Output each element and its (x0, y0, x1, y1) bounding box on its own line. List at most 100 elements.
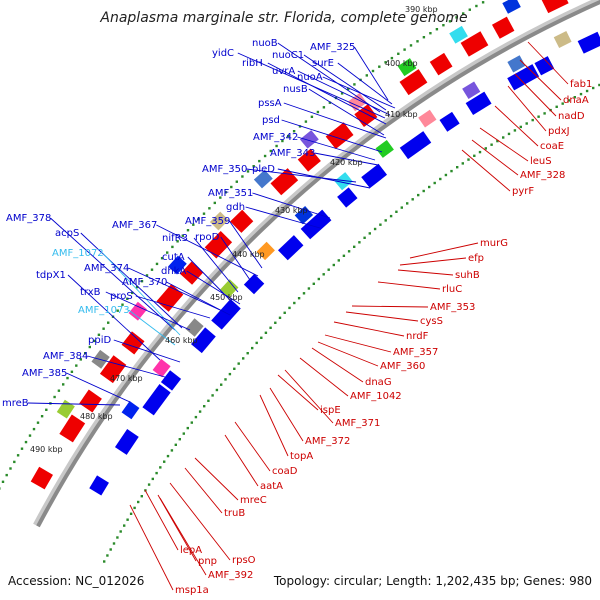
inner-tick-dot (400, 206, 403, 209)
outer-tick-dot (292, 130, 296, 133)
forward-gene-arrow (211, 298, 241, 330)
inner-tick-dot (484, 147, 487, 150)
forward-leader-line (166, 281, 231, 316)
inner-tick-dot (384, 219, 387, 222)
reverse-gene-arrow (325, 122, 354, 149)
forward-gene-arrow (361, 163, 388, 189)
forward-leader-line (135, 295, 211, 319)
forward-gene-label: cutA (162, 252, 185, 263)
inner-tick-dot (585, 89, 589, 93)
reverse-leader-line (311, 347, 364, 383)
reverse-gene-box (502, 0, 521, 14)
backbone-line (36, 0, 600, 528)
inner-tick-dot (174, 443, 177, 446)
outer-tick-dot (316, 110, 320, 114)
inner-tick-dot (112, 542, 116, 545)
reverse-gene-box (168, 255, 187, 275)
inner-tick-dot (358, 241, 361, 244)
outer-tick-dot (36, 421, 40, 424)
reverse-gene-arrow (399, 69, 428, 96)
reverse-gene-arrow (204, 230, 233, 259)
inner-tick-dot (207, 399, 210, 402)
outer-tick-dot (213, 201, 216, 205)
outer-tick-dot (0, 487, 1, 490)
forward-gene-label: AMF_359 (185, 216, 230, 227)
inner-tick-dot (116, 536, 119, 539)
outer-tick-dot (448, 20, 452, 23)
inner-tick-dot (507, 132, 511, 136)
outer-tick-dot (5, 473, 8, 477)
reverse-gene-label: lepA (180, 545, 202, 556)
reverse-gene-box (56, 399, 75, 419)
reverse-leader-line (299, 357, 349, 397)
reverse-leader-line (494, 105, 539, 147)
inner-tick-dot (274, 321, 277, 324)
inner-tick-dot (246, 352, 249, 355)
outer-tick-dot (275, 144, 278, 148)
inner-tick-dot (347, 250, 351, 253)
forward-gene-label: AMF_1073 (78, 305, 130, 316)
reverse-gene-arrow (541, 0, 569, 14)
reverse-gene-label: msp1a (175, 585, 209, 596)
inner-tick-dot (473, 154, 476, 157)
inner-tick-dot (461, 162, 464, 165)
reverse-leader-line (144, 489, 179, 551)
forward-gene-arrow (337, 187, 358, 208)
reverse-gene-label: dnaA (563, 95, 589, 106)
outer-tick-dot (365, 74, 368, 77)
outer-tick-dot (176, 240, 179, 243)
inner-tick-dot (260, 336, 263, 339)
outer-tick-dot (160, 257, 164, 260)
forward-gene-label: proS (110, 291, 133, 302)
reverse-gene-arrow (79, 389, 102, 413)
outer-tick-dot (107, 321, 110, 324)
reverse-leader-line (471, 139, 519, 176)
outer-tick-dot (97, 333, 101, 336)
inner-tick-dot (203, 405, 206, 408)
reverse-leader-line (519, 59, 562, 101)
inner-tick-dot (133, 506, 136, 510)
forward-gene-arrow (277, 235, 304, 261)
inner-tick-dot (433, 181, 436, 185)
forward-gene-arrow (439, 111, 460, 132)
reverse-gene-label: topA (290, 451, 313, 462)
reverse-leader-line (377, 281, 441, 290)
outer-tick-dot (475, 4, 478, 8)
reverse-leader-line (169, 482, 231, 561)
outer-tick-dot (166, 251, 169, 254)
forward-gene-label: ribH (242, 58, 263, 69)
forward-gene-label: tdpX1 (36, 270, 66, 281)
forward-gene-arrow (160, 370, 182, 391)
reverse-gene-label: AMF_353 (430, 302, 475, 313)
inner-tick-dot (106, 554, 109, 557)
reverse-leader-line (507, 85, 547, 132)
inner-tick-dot (555, 105, 558, 108)
forward-leader-line (186, 270, 241, 305)
reverse-gene-label: ispE (320, 405, 341, 416)
reverse-gene-label: AMF_357 (393, 347, 438, 358)
reverse-gene-arrow (429, 52, 453, 76)
outer-tick-dot (145, 274, 149, 277)
forward-gene-label: nuoC1 (272, 50, 304, 61)
outer-tick-dot (192, 223, 195, 226)
gene-labels: nuoB yidC nuoC1 AMF_325 ribH surE uvrAnuoAnusB… (2, 38, 592, 596)
reverse-gene-label: fab1 (570, 79, 592, 90)
outer-tick-dot (84, 352, 87, 355)
inner-tick-dot (598, 83, 600, 87)
forward-leader-line (281, 119, 383, 153)
inner-tick-dot (224, 378, 227, 381)
outer-tick-dot (219, 196, 222, 199)
forward-leader-line (229, 220, 263, 269)
forward-gene-label: AMF_351 (208, 188, 253, 199)
reverse-leader-line (479, 127, 529, 162)
inner-tick-dot (317, 277, 320, 281)
forward-gene-label: gdh (226, 202, 245, 213)
outer-tick-dot (416, 40, 419, 43)
outer-tick-dot (45, 408, 48, 411)
reverse-gene-arrow (230, 209, 254, 233)
forward-gene-label: AMF_342 (253, 132, 298, 143)
kbp-tick-label: 490 kbp (30, 445, 63, 454)
inner-tick-dot (233, 367, 236, 370)
inner-tick-dot (543, 112, 546, 115)
kbp-tick-label: 440 kbp (232, 250, 265, 259)
